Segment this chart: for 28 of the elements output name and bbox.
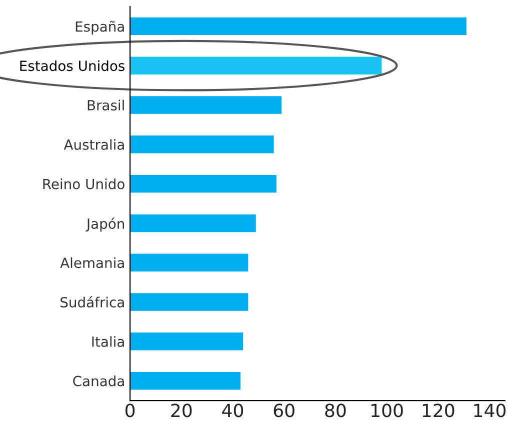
x-tick-label: 20 <box>171 404 192 418</box>
y-tick-label: Alemania <box>60 257 124 268</box>
bar <box>130 254 248 272</box>
bar <box>130 136 274 154</box>
bar <box>130 293 248 311</box>
y-tick-label: Sudáfrica <box>60 296 124 308</box>
bar <box>130 56 382 74</box>
bar <box>130 96 282 114</box>
x-tick-label: 60 <box>274 404 294 418</box>
bar <box>130 332 244 350</box>
x-tick-label: 80 <box>325 404 346 418</box>
y-tick-label: Brasil <box>88 100 124 110</box>
bar <box>130 214 256 232</box>
bar <box>130 372 240 390</box>
y-tick-label: Reino Unido <box>43 178 124 190</box>
y-tick-label: Estados Unidos <box>20 60 125 72</box>
y-tick-label: Japón <box>86 218 124 232</box>
x-tick-label: 120 <box>422 404 454 418</box>
bar <box>130 174 276 193</box>
y-tick-label: Australia <box>64 139 124 150</box>
x-tick-label: 40 <box>222 404 244 418</box>
y-tick-label: España <box>76 20 124 34</box>
x-tick-label: 100 <box>372 404 403 418</box>
bar <box>130 17 466 36</box>
y-tick-label: Canada <box>73 376 124 386</box>
x-tick-label: 140 <box>474 404 506 418</box>
y-tick-label: Italia <box>92 336 124 347</box>
x-tick-label: 0 <box>125 404 135 418</box>
